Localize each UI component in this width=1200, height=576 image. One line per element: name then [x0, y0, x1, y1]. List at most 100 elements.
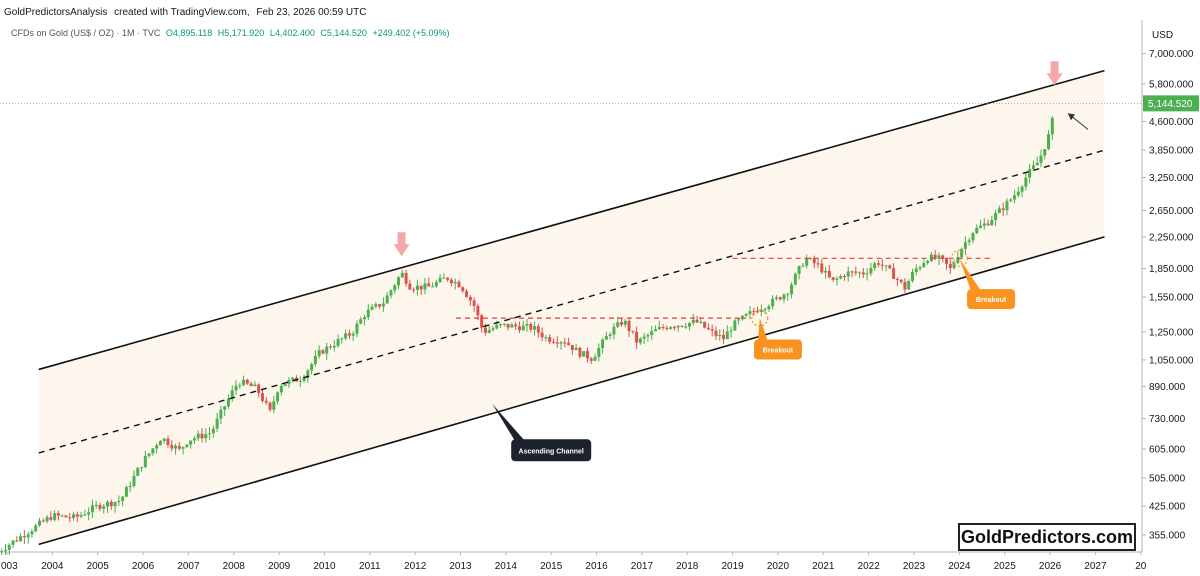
y-axis-unit: USD — [1152, 30, 1173, 41]
candle — [487, 329, 491, 333]
candle — [291, 377, 295, 381]
candle — [102, 506, 106, 509]
candle — [793, 273, 797, 285]
candle — [404, 272, 408, 284]
x-tick-label: 2013 — [449, 561, 472, 572]
candle — [155, 445, 159, 449]
candle — [143, 456, 147, 468]
candle — [1035, 162, 1039, 166]
candle — [869, 267, 873, 274]
candle — [446, 277, 450, 280]
candle — [884, 265, 888, 267]
candle — [109, 501, 113, 507]
candle — [570, 344, 574, 351]
candle — [963, 242, 967, 249]
x-tick-label: 003 — [1, 561, 18, 572]
candle — [442, 277, 446, 279]
candle — [347, 333, 351, 336]
x-tick-label: 2015 — [540, 561, 563, 572]
candle — [495, 325, 499, 329]
candle — [385, 295, 389, 304]
candle — [699, 321, 703, 323]
candle — [344, 333, 348, 339]
candle — [827, 270, 831, 278]
candle — [389, 290, 393, 296]
candle — [529, 324, 533, 330]
candle — [756, 311, 760, 313]
last-price-badge — [1143, 95, 1199, 112]
y-tick-label: 4,600.000 — [1149, 117, 1194, 128]
candle — [211, 428, 215, 434]
candle — [979, 225, 983, 228]
candle — [434, 282, 438, 287]
y-tick-label: 7,000.000 — [1149, 49, 1194, 60]
candle — [325, 346, 329, 354]
candle — [956, 257, 960, 263]
candle — [223, 406, 227, 410]
candle — [778, 297, 782, 300]
candle — [514, 324, 518, 327]
candle — [351, 333, 355, 336]
candle — [873, 263, 877, 268]
candle — [994, 212, 998, 220]
candle — [26, 534, 30, 538]
candle — [1047, 134, 1051, 149]
x-tick-label: 2012 — [404, 561, 427, 572]
candle — [638, 338, 642, 343]
candle — [336, 338, 340, 346]
candle — [654, 329, 658, 332]
candle — [1016, 191, 1020, 196]
y-tick-label: 425.000 — [1149, 501, 1186, 512]
candle — [196, 433, 200, 439]
candle — [918, 267, 922, 269]
candle — [858, 272, 862, 274]
candle — [684, 326, 688, 328]
candle — [162, 438, 166, 442]
ohlc-high: H5,171.920 — [217, 28, 265, 38]
callout-pointer — [492, 403, 526, 442]
candle — [895, 278, 899, 280]
y-tick-label: 1,550.000 — [1149, 293, 1194, 304]
candle — [412, 289, 416, 291]
callout-box — [511, 439, 592, 462]
candle — [355, 323, 359, 334]
candle — [166, 438, 170, 446]
candle — [465, 291, 469, 297]
x-tick-label: 2021 — [812, 561, 835, 572]
candle — [140, 467, 144, 469]
candle — [7, 544, 11, 550]
candle — [215, 418, 219, 429]
ohlc-open: O4,895.118 — [165, 28, 213, 38]
candle — [661, 327, 665, 329]
candle — [453, 281, 457, 284]
x-tick-label: 2009 — [268, 561, 291, 572]
y-tick-label: 890.000 — [1149, 382, 1186, 393]
candle — [170, 445, 174, 449]
candle — [158, 441, 162, 446]
candle — [121, 496, 125, 502]
candle — [842, 275, 846, 277]
candle — [774, 297, 778, 299]
candle — [491, 328, 495, 330]
candle — [1020, 186, 1024, 192]
candle — [941, 255, 945, 258]
candle — [635, 331, 639, 343]
candle — [850, 271, 854, 273]
candle — [113, 502, 117, 507]
callout-pointer — [959, 258, 982, 292]
candle — [257, 384, 261, 394]
candle — [960, 248, 964, 258]
candle — [589, 358, 593, 361]
candle — [551, 341, 555, 343]
candle — [563, 342, 567, 344]
candle — [502, 323, 506, 325]
x-tick-label: 2020 — [767, 561, 790, 572]
candle — [816, 263, 820, 265]
candle — [370, 306, 374, 310]
y-tick-label: 1,050.000 — [1149, 355, 1194, 366]
candle — [975, 227, 979, 234]
last-price-label: 5,144.520 — [1148, 99, 1193, 110]
callout-box — [967, 289, 1016, 310]
candle — [1009, 199, 1013, 201]
